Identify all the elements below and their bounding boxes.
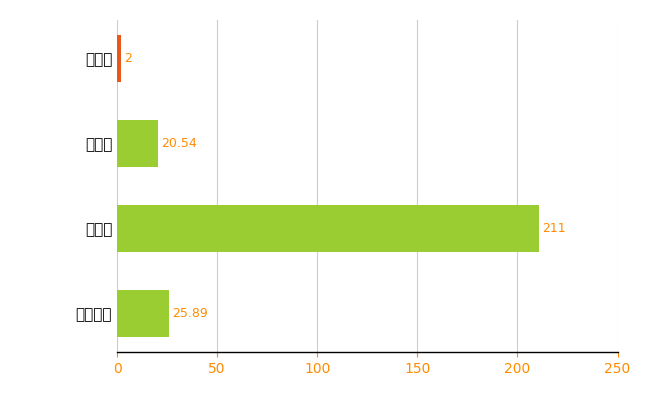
Text: 211: 211 xyxy=(543,222,566,235)
Bar xyxy=(117,290,169,337)
Bar xyxy=(117,205,540,252)
Text: 25.89: 25.89 xyxy=(172,307,207,320)
Text: 20.54: 20.54 xyxy=(161,137,197,150)
Text: 2: 2 xyxy=(124,52,132,65)
Bar xyxy=(117,35,121,82)
Bar xyxy=(117,120,158,167)
